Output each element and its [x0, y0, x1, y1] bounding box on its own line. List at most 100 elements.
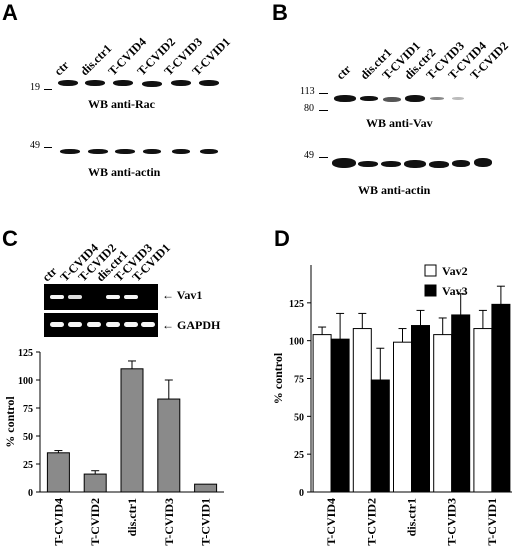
gel-band: [68, 295, 82, 299]
bar-vav3: [370, 379, 390, 493]
blot-band: [452, 97, 464, 100]
bar-vav3: [451, 314, 471, 493]
y-tick-label: 100: [289, 337, 304, 348]
x-tick-label: T-CVID4: [324, 498, 338, 546]
mw-marker-49: 49: [304, 150, 314, 161]
vav-blot-caption: WB anti-Vav: [366, 116, 433, 130]
gel-band: [124, 322, 138, 327]
gapdh-gel: [44, 313, 158, 337]
blot-band: [381, 161, 401, 167]
bar-value: [46, 452, 70, 493]
blot-band: [404, 160, 426, 168]
mw-marker-19: 19: [30, 82, 40, 93]
gel-band: [50, 322, 64, 327]
x-tick-label: T-CVID1: [485, 498, 499, 546]
bar-vav2: [473, 328, 493, 493]
mw-tick: [319, 157, 328, 158]
y-tick-label: 75: [294, 375, 304, 386]
y-axis-label: % control: [3, 396, 17, 448]
arrow-left-icon: ←: [162, 318, 174, 332]
mw-tick: [319, 93, 328, 94]
y-tick-label: 125: [18, 348, 33, 359]
bar-vav2: [312, 334, 332, 493]
x-tick-label: dis.ctr1: [125, 498, 139, 536]
x-tick-label: T-CVID4: [51, 498, 65, 546]
blot-band: [142, 81, 162, 87]
actin-blot-b-caption: WB anti-actin: [358, 183, 431, 197]
bar-value: [83, 473, 107, 493]
blot-band: [143, 149, 161, 154]
legend-swatch: [424, 284, 437, 297]
gapdh-arrow-label: ← GAPDH: [162, 318, 220, 333]
x-tick-label: T-CVID3: [445, 498, 459, 546]
bar-vav2: [393, 341, 412, 493]
y-tick-label: 0: [28, 488, 33, 499]
vav1-gel: [44, 284, 158, 310]
blot-band: [405, 95, 425, 102]
x-tick-label: T-CVID2: [364, 498, 378, 546]
bar-value: [157, 398, 181, 493]
blot-band: [60, 149, 80, 154]
blot-band: [334, 95, 356, 102]
mw-marker-80: 80: [304, 103, 314, 114]
blot-band: [360, 96, 378, 101]
y-tick-label: 25: [23, 460, 33, 471]
blot-band: [88, 149, 108, 154]
mw-tick: [44, 147, 52, 148]
legend-label: Vav3: [442, 284, 468, 298]
blot-band: [58, 80, 78, 86]
panel-b-letter: B: [272, 0, 288, 25]
y-tick-label: 0: [299, 488, 304, 499]
gel-band: [50, 295, 64, 299]
y-tick-label: 50: [23, 432, 33, 443]
gel-band: [106, 295, 120, 299]
panel-a-letter: A: [2, 0, 18, 25]
gel-band: [87, 322, 101, 327]
legend-swatch: [424, 264, 437, 277]
mw-tick: [44, 89, 52, 90]
blot-band: [452, 160, 470, 167]
mw-tick: [319, 110, 328, 111]
actin-blot-a-caption: WB anti-actin: [88, 165, 161, 179]
bar-value: [194, 483, 218, 493]
blot-band: [383, 97, 401, 102]
rac-blot-caption: WB anti-Rac: [88, 97, 155, 111]
gel-band: [106, 322, 120, 327]
blot-band: [200, 149, 218, 154]
mw-marker-49: 49: [30, 140, 40, 151]
blot-band: [113, 80, 133, 86]
gapdh-label: GAPDH: [177, 318, 221, 332]
blot-band: [115, 149, 135, 154]
blot-band: [429, 161, 449, 168]
x-tick-label: dis.ctr1: [405, 498, 419, 536]
bar-vav2: [433, 334, 453, 493]
vav1-arrow-label: ← Vav1: [162, 288, 202, 303]
bar-vav3: [330, 338, 350, 493]
blot-band: [332, 158, 356, 168]
y-tick-label: 75: [23, 404, 33, 415]
blot-band: [430, 97, 444, 100]
bar-vav3: [411, 325, 430, 493]
x-tick-label: T-CVID2: [88, 498, 102, 546]
gel-band: [124, 295, 138, 299]
y-tick-label: 50: [294, 412, 304, 423]
blot-band: [199, 80, 219, 86]
y-axis-label: % control: [271, 352, 285, 404]
legend-label: Vav2: [442, 264, 468, 278]
vav1-label: Vav1: [176, 288, 203, 302]
blot-band: [474, 158, 492, 167]
bar-vav2: [352, 328, 372, 493]
y-tick-label: 100: [18, 376, 33, 387]
x-tick-label: T-CVID3: [162, 498, 176, 546]
y-tick-label: 125: [289, 299, 304, 310]
blot-band: [358, 161, 378, 167]
gel-band: [141, 322, 155, 327]
y-tick-label: 25: [294, 450, 304, 461]
bar-value: [120, 368, 144, 493]
panel-d-letter: D: [274, 226, 290, 251]
mw-marker-113: 113: [300, 86, 315, 97]
blot-band: [172, 149, 190, 154]
bar-vav3: [491, 303, 511, 493]
x-tick-label: T-CVID1: [199, 498, 213, 546]
